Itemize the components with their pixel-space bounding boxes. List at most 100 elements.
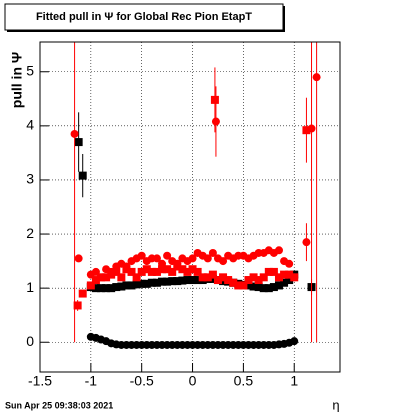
- square-marker: [188, 265, 197, 274]
- square-marker: [274, 273, 283, 282]
- square-marker: [127, 281, 136, 290]
- square-marker: [152, 278, 161, 287]
- square-marker: [249, 273, 258, 282]
- circle-marker: [302, 238, 311, 247]
- square-marker: [112, 283, 121, 292]
- circle-marker: [312, 73, 321, 82]
- square-marker: [178, 276, 187, 285]
- square-marker: [264, 267, 273, 276]
- x-tick-label: 0.5: [234, 373, 254, 389]
- title-shadow: [283, 6, 285, 32]
- square-marker: [158, 265, 167, 274]
- square-marker: [97, 273, 106, 282]
- square-marker: [102, 284, 111, 293]
- square-marker: [137, 267, 146, 276]
- square-marker: [86, 281, 95, 290]
- square-marker: [269, 267, 278, 276]
- square-marker: [168, 277, 177, 286]
- plot-area: [40, 42, 340, 372]
- square-marker: [117, 273, 126, 282]
- square-marker: [290, 273, 299, 282]
- square-marker: [168, 267, 177, 276]
- square-marker: [142, 279, 151, 288]
- square-marker: [224, 276, 233, 285]
- square-marker: [107, 284, 116, 293]
- square-marker: [122, 265, 131, 274]
- square-marker: [178, 265, 187, 274]
- square-marker: [219, 273, 228, 282]
- y-tick-label: 1: [26, 279, 34, 295]
- square-marker: [264, 284, 273, 293]
- square-marker: [203, 273, 212, 282]
- square-marker: [280, 270, 289, 279]
- square-marker: [107, 270, 116, 279]
- x-tick-label: 1: [290, 373, 298, 389]
- square-marker: [147, 267, 156, 276]
- x-tick-label: -0.5: [130, 373, 154, 389]
- square-marker: [269, 283, 278, 292]
- square-marker: [259, 284, 268, 293]
- square-marker: [112, 267, 121, 276]
- square-marker: [193, 276, 202, 285]
- circle-marker: [219, 257, 228, 266]
- square-marker: [280, 278, 289, 287]
- x-tick-label: 0: [189, 373, 197, 389]
- square-marker: [97, 284, 106, 293]
- circle-marker: [152, 254, 161, 263]
- square-marker: [91, 276, 100, 285]
- square-marker: [78, 289, 87, 298]
- square-marker: [274, 281, 283, 290]
- square-marker: [122, 281, 131, 290]
- circle-marker: [137, 251, 146, 260]
- square-marker: [188, 276, 197, 285]
- circle-marker: [285, 259, 294, 268]
- x-axis-label: η: [332, 397, 339, 412]
- y-tick-label: 0: [26, 333, 34, 349]
- square-marker: [91, 284, 100, 293]
- y-tick-label: 2: [26, 225, 34, 241]
- circle-marker: [74, 254, 83, 263]
- square-marker: [127, 267, 136, 276]
- timestamp: Sun Apr 25 09:38:03 2021: [5, 400, 113, 410]
- square-marker: [74, 138, 83, 147]
- circle-marker: [188, 254, 197, 263]
- square-marker: [173, 277, 182, 286]
- frame: [39, 41, 341, 373]
- square-marker: [239, 281, 248, 290]
- square-marker: [229, 278, 238, 287]
- y-axis-label: pull in Ψ: [9, 52, 25, 108]
- square-marker: [285, 270, 294, 279]
- square-marker: [132, 280, 141, 289]
- square-marker: [152, 267, 161, 276]
- chart-title: Fitted pull in Ψ for Global Rec Pion Eta…: [36, 11, 252, 23]
- square-marker: [302, 126, 311, 135]
- square-marker: [244, 276, 253, 285]
- square-marker: [210, 95, 219, 104]
- square-marker: [254, 276, 263, 285]
- circle-marker: [211, 117, 220, 126]
- square-marker: [78, 171, 87, 180]
- circle-marker: [163, 251, 172, 260]
- square-marker: [173, 262, 182, 271]
- square-marker: [244, 281, 253, 290]
- y-tick-label: 5: [26, 62, 34, 78]
- square-marker: [102, 273, 111, 282]
- square-marker: [158, 277, 167, 286]
- square-marker: [213, 276, 222, 285]
- circle-marker: [274, 246, 283, 255]
- square-marker: [142, 265, 151, 274]
- circle-marker: [208, 248, 217, 257]
- x-tick-label: -1: [85, 373, 98, 389]
- square-marker: [208, 274, 217, 283]
- square-marker: [183, 267, 192, 276]
- y-tick-label: 4: [26, 117, 34, 133]
- square-marker: [249, 282, 258, 291]
- square-marker: [163, 277, 172, 286]
- circle-marker: [203, 254, 212, 263]
- square-marker: [193, 267, 202, 276]
- square-marker: [137, 279, 146, 288]
- square-marker: [254, 283, 263, 292]
- x-tick-label: -1.5: [28, 373, 52, 389]
- square-marker: [132, 273, 141, 282]
- square-marker: [73, 301, 82, 310]
